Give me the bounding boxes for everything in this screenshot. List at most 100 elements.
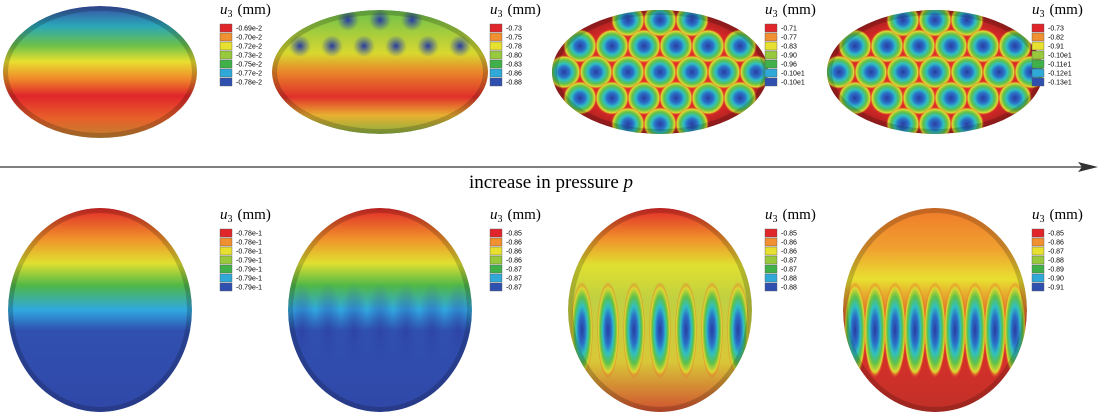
legend-label: -0.71 (781, 25, 797, 32)
legend-label: -0.87 (506, 275, 522, 282)
legend-label: -0.90 (1048, 275, 1064, 282)
wrinkle (884, 282, 906, 378)
legend-swatch (765, 24, 777, 32)
wrinkle (753, 282, 775, 378)
legend-label: -0.79e-1 (236, 257, 262, 264)
legend-swatch (220, 24, 232, 32)
legend-label: -0.82 (1048, 34, 1064, 41)
panel: u3(mm)-0.73-0.75-0.78-0.80-0.83-0.86-0.8… (272, 2, 541, 134)
legend-swatch (490, 274, 502, 282)
legend-swatch (220, 265, 232, 273)
legend-swatch (765, 265, 777, 273)
legend-swatch (1032, 265, 1044, 273)
legend-subscript: 3 (228, 9, 233, 20)
legend-label: -0.86 (506, 248, 522, 255)
legend-label: -0.86 (506, 70, 522, 77)
legend: u3(mm)-0.71-0.77-0.83-0.90-0.96-0.10e1-0… (765, 2, 816, 86)
shell (262, 208, 498, 412)
legend-swatch (1032, 69, 1044, 77)
shell (8, 208, 192, 412)
arrow-variable: p (622, 172, 634, 193)
legend-label: -0.75e-2 (236, 61, 262, 68)
legend-swatch (490, 265, 502, 273)
dimple (643, 107, 677, 141)
legend-label: -0.78e-1 (236, 230, 262, 237)
legend-swatch (220, 256, 232, 264)
legend-subscript: 3 (773, 9, 778, 20)
legend-swatch (1032, 247, 1044, 255)
legend-swatch (1032, 33, 1044, 41)
dimple (353, 35, 375, 57)
legend-unit: (mm) (783, 207, 816, 223)
legend-subscript: 3 (498, 214, 503, 225)
legend-unit: (mm) (1050, 207, 1083, 223)
legend-label: -0.77e-2 (236, 70, 262, 77)
legend-swatch (490, 256, 502, 264)
legend-swatch (1032, 283, 1044, 291)
legend-label: -0.89 (1048, 266, 1064, 273)
legend-label: -0.88 (781, 275, 797, 282)
legend-symbol: u (490, 2, 498, 18)
legend-label: -0.90 (781, 52, 797, 59)
legend-title: u3(mm) (490, 2, 541, 20)
panel: u3(mm)-0.78e-1-0.78e-1-0.78e-1-0.79e-1-0… (8, 207, 271, 412)
legend-swatch (490, 229, 502, 237)
legend-swatch (220, 247, 232, 255)
panel: u3(mm)-0.85-0.86-0.87-0.88-0.89-0.90-0.9… (843, 207, 1083, 412)
legend-label: -0.11e1 (1048, 61, 1071, 68)
legend-label: -0.96 (781, 61, 797, 68)
legend-swatch (765, 42, 777, 50)
legend-unit: (mm) (238, 2, 271, 18)
legend-label: -0.12e1 (1048, 70, 1072, 77)
legend-label: -0.78e-1 (236, 239, 262, 246)
legend-swatch (1032, 42, 1044, 50)
legend-label: -0.77 (781, 34, 797, 41)
legend-label: -0.10e1 (781, 79, 805, 86)
legend-subscript: 3 (498, 9, 503, 20)
legend-subscript: 3 (773, 214, 778, 225)
legend-label: -0.85 (781, 230, 797, 237)
legend-swatch (765, 229, 777, 237)
legend-symbol: u (220, 207, 228, 223)
wrinkle (864, 282, 886, 378)
wrinkle (701, 282, 723, 378)
legend-label: -0.78 (506, 43, 522, 50)
legend-label: -0.85 (506, 230, 522, 237)
legend-label: -0.87 (506, 266, 522, 273)
legend-label: -0.87 (506, 284, 522, 291)
wrinkle (904, 282, 926, 378)
shell (272, 9, 488, 134)
legend-swatch (220, 33, 232, 41)
arrow-label: increase in pressure p (469, 172, 633, 193)
legend-title: u3(mm) (220, 2, 271, 20)
legend-label: -0.86 (506, 257, 522, 264)
legend-unit: (mm) (508, 207, 541, 223)
legend-swatch (765, 274, 777, 282)
legend-swatch (765, 33, 777, 41)
wrinkle (366, 282, 394, 378)
legend-title: u3 (mm) (765, 207, 816, 225)
wrinkle (418, 282, 446, 378)
legend-label: -0.75 (506, 34, 522, 41)
legend-title: u3(mm) (1032, 207, 1083, 225)
panel: u3(mm)-0.85-0.86-0.86-0.87-0.87-0.88-0.8… (545, 207, 816, 412)
legend-swatch (1032, 238, 1044, 246)
legend-swatch (490, 78, 502, 86)
legend-label: -0.10e1 (1048, 52, 1072, 59)
wrinkle (262, 282, 290, 378)
legend-unit: (mm) (1050, 2, 1083, 18)
legend-swatch (765, 60, 777, 68)
legend-label: -0.87 (781, 257, 797, 264)
legend-label: -0.80 (506, 52, 522, 59)
legend-swatch (490, 51, 502, 59)
legend-swatch (765, 69, 777, 77)
shell (822, 3, 1048, 141)
legend-label: -0.83 (781, 43, 797, 50)
shell (843, 208, 1027, 412)
legend-symbol: u (765, 207, 773, 223)
legend-label: -0.85 (1048, 230, 1064, 237)
legend-label: -0.88 (1048, 257, 1064, 264)
legend-swatch (490, 238, 502, 246)
legend-swatch (765, 238, 777, 246)
wrinkle (944, 282, 966, 378)
